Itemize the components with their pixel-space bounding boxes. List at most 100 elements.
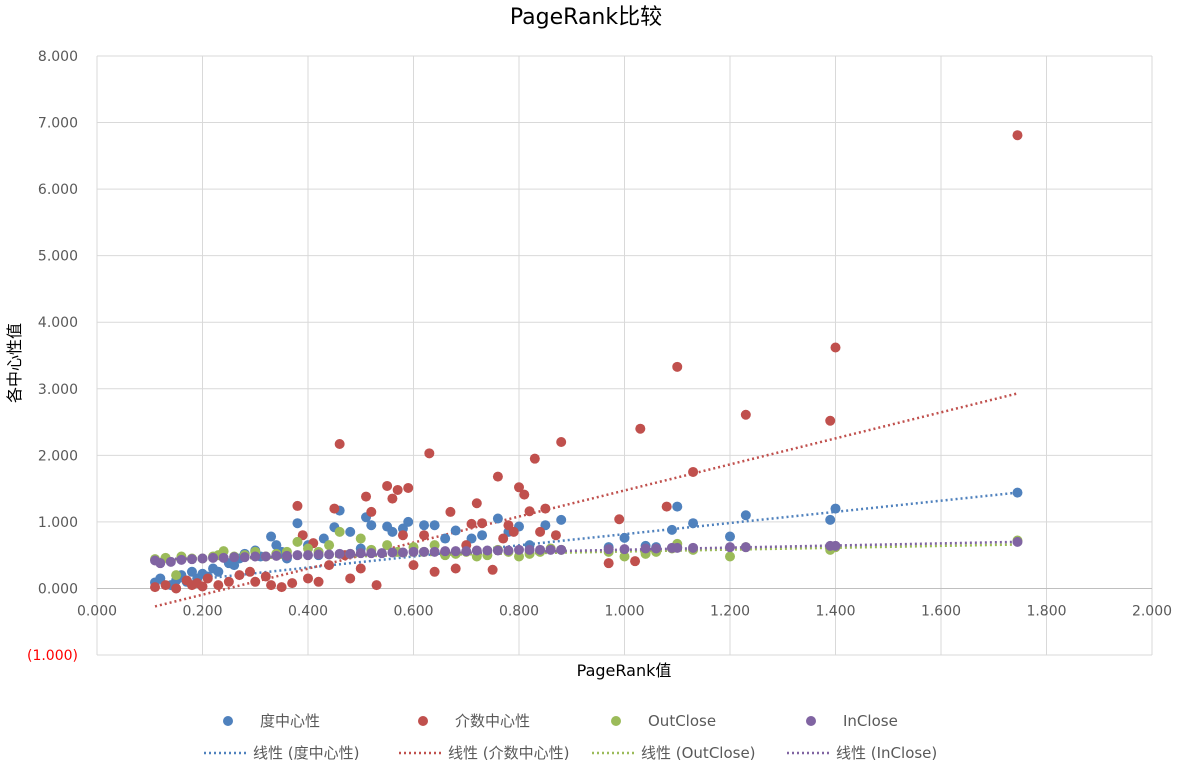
y-tick-label: 3.000 bbox=[38, 382, 78, 398]
data-point bbox=[266, 580, 277, 591]
y-tick-label: 5.000 bbox=[38, 249, 78, 265]
data-point bbox=[466, 518, 477, 529]
data-point bbox=[492, 545, 503, 556]
data-point bbox=[487, 564, 498, 575]
data-point bbox=[477, 530, 488, 541]
data-point bbox=[450, 546, 461, 557]
x-tick-labels: 0.000 0.200 0.400 0.600 0.800 1.000 1.200 1.400… bbox=[77, 603, 1172, 619]
data-point bbox=[171, 583, 182, 594]
data-point bbox=[213, 580, 224, 591]
gridlines bbox=[96, 55, 1153, 656]
data-point bbox=[688, 518, 699, 529]
data-point bbox=[630, 556, 641, 567]
y-tick-label: 7.000 bbox=[38, 116, 78, 132]
data-point bbox=[540, 503, 551, 514]
chart-title: PageRank比较 bbox=[510, 5, 662, 30]
data-point bbox=[239, 552, 250, 563]
data-point bbox=[503, 545, 514, 556]
data-point bbox=[281, 550, 292, 561]
data-point bbox=[234, 570, 245, 581]
data-point bbox=[725, 542, 735, 553]
data-point bbox=[223, 576, 234, 587]
legend-trend-label: 线性 (OutClose) bbox=[641, 744, 756, 762]
data-point bbox=[397, 530, 408, 541]
x-tick-label: 0.200 bbox=[182, 603, 222, 619]
data-point bbox=[519, 489, 530, 500]
data-point bbox=[260, 551, 271, 562]
data-point bbox=[688, 466, 699, 477]
data-point bbox=[830, 540, 841, 551]
data-point bbox=[429, 520, 440, 531]
legend-label: 介数中心性 bbox=[455, 712, 530, 730]
data-point bbox=[661, 501, 672, 512]
data-point bbox=[477, 518, 488, 529]
data-point bbox=[725, 531, 735, 542]
data-point bbox=[387, 547, 398, 558]
data-point bbox=[482, 545, 493, 556]
x-tick-label: 0.400 bbox=[288, 603, 328, 619]
data-point bbox=[313, 549, 324, 560]
y-axis-label: 各中心性值 bbox=[5, 323, 24, 403]
data-point bbox=[366, 506, 377, 517]
data-point bbox=[614, 514, 625, 525]
data-point bbox=[218, 552, 229, 563]
data-point bbox=[355, 563, 366, 574]
data-point bbox=[740, 510, 751, 521]
y-tick-label: 0.000 bbox=[38, 581, 78, 597]
data-point bbox=[419, 530, 430, 541]
data-point bbox=[492, 513, 503, 524]
data-point bbox=[250, 551, 261, 562]
data-point bbox=[419, 520, 430, 531]
data-point bbox=[635, 423, 646, 434]
y-tick-label: 8.000 bbox=[38, 49, 78, 65]
data-point bbox=[619, 544, 630, 555]
data-point bbox=[382, 480, 393, 491]
data-point bbox=[514, 482, 524, 493]
data-point bbox=[150, 582, 161, 593]
x-tick-label: 1.200 bbox=[710, 603, 750, 619]
legend-label: 度中心性 bbox=[260, 712, 320, 730]
data-point bbox=[830, 503, 841, 514]
x-tick-label: 1.000 bbox=[604, 603, 644, 619]
data-point bbox=[329, 503, 340, 514]
data-point bbox=[403, 516, 414, 527]
data-point bbox=[271, 550, 282, 561]
data-point bbox=[471, 545, 482, 556]
data-point bbox=[160, 580, 171, 591]
data-point bbox=[619, 551, 630, 562]
x-tick-label: 0.800 bbox=[499, 603, 539, 619]
x-tick-label: 1.800 bbox=[1026, 603, 1066, 619]
data-point bbox=[345, 526, 356, 537]
data-point bbox=[165, 556, 176, 567]
data-point bbox=[524, 544, 535, 555]
data-point bbox=[260, 571, 271, 582]
data-point bbox=[424, 448, 435, 459]
trendline bbox=[154, 540, 1018, 561]
data-point bbox=[471, 498, 482, 509]
y-tick-labels: (1.000) 0.000 1.000 2.000 3.000 4.000 5.000 6.0… bbox=[27, 49, 78, 664]
data-point bbox=[825, 415, 836, 426]
data-point bbox=[382, 540, 393, 551]
data-point bbox=[419, 546, 430, 557]
data-point bbox=[440, 533, 451, 544]
data-point bbox=[197, 581, 208, 592]
data-point bbox=[376, 548, 387, 559]
data-point bbox=[292, 500, 303, 511]
data-point bbox=[1012, 130, 1023, 141]
data-point bbox=[545, 544, 556, 555]
data-point bbox=[1012, 536, 1023, 547]
trendline bbox=[154, 491, 1018, 586]
x-axis-label: PageRank值 bbox=[577, 661, 672, 680]
data-point bbox=[830, 342, 841, 353]
data-point bbox=[508, 526, 519, 537]
x-tick-label: 1.400 bbox=[815, 603, 855, 619]
data-point bbox=[524, 506, 535, 517]
data-point bbox=[514, 544, 524, 555]
data-point bbox=[535, 544, 546, 555]
data-point bbox=[408, 546, 419, 557]
data-point bbox=[313, 576, 324, 587]
data-point bbox=[498, 533, 509, 544]
data-point bbox=[672, 501, 683, 512]
data-point bbox=[408, 560, 419, 571]
